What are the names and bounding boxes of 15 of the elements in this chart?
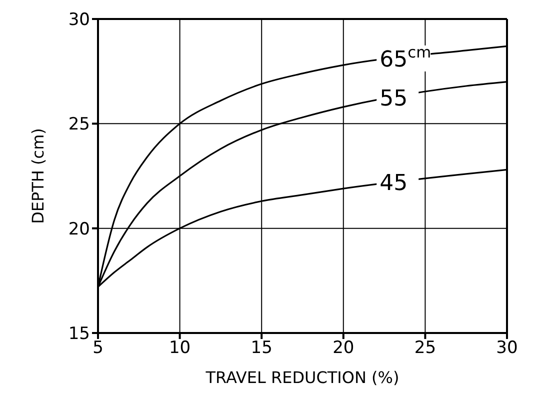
y-tick-label: 30	[68, 10, 90, 30]
x-axis-title: TRAVEL REDUCTION (%)	[204, 368, 400, 387]
series-label: 65$^{cm}$	[380, 43, 432, 72]
x-tick-label: 25	[414, 338, 436, 358]
x-tick-label: 5	[92, 338, 104, 358]
x-tick-label: 30	[496, 338, 518, 358]
y-tick-label: 25	[68, 114, 90, 135]
x-tick-label: 15	[250, 338, 272, 358]
series-label: 55	[380, 86, 408, 112]
y-tick-label: 15	[68, 324, 90, 344]
x-tick-label: 20	[332, 338, 354, 358]
y-tick-label: 20	[68, 219, 90, 240]
series-label: 45	[380, 170, 408, 196]
x-tick-label: 10	[168, 338, 191, 358]
y-axis-title: DEPTH (cm)	[28, 128, 48, 224]
